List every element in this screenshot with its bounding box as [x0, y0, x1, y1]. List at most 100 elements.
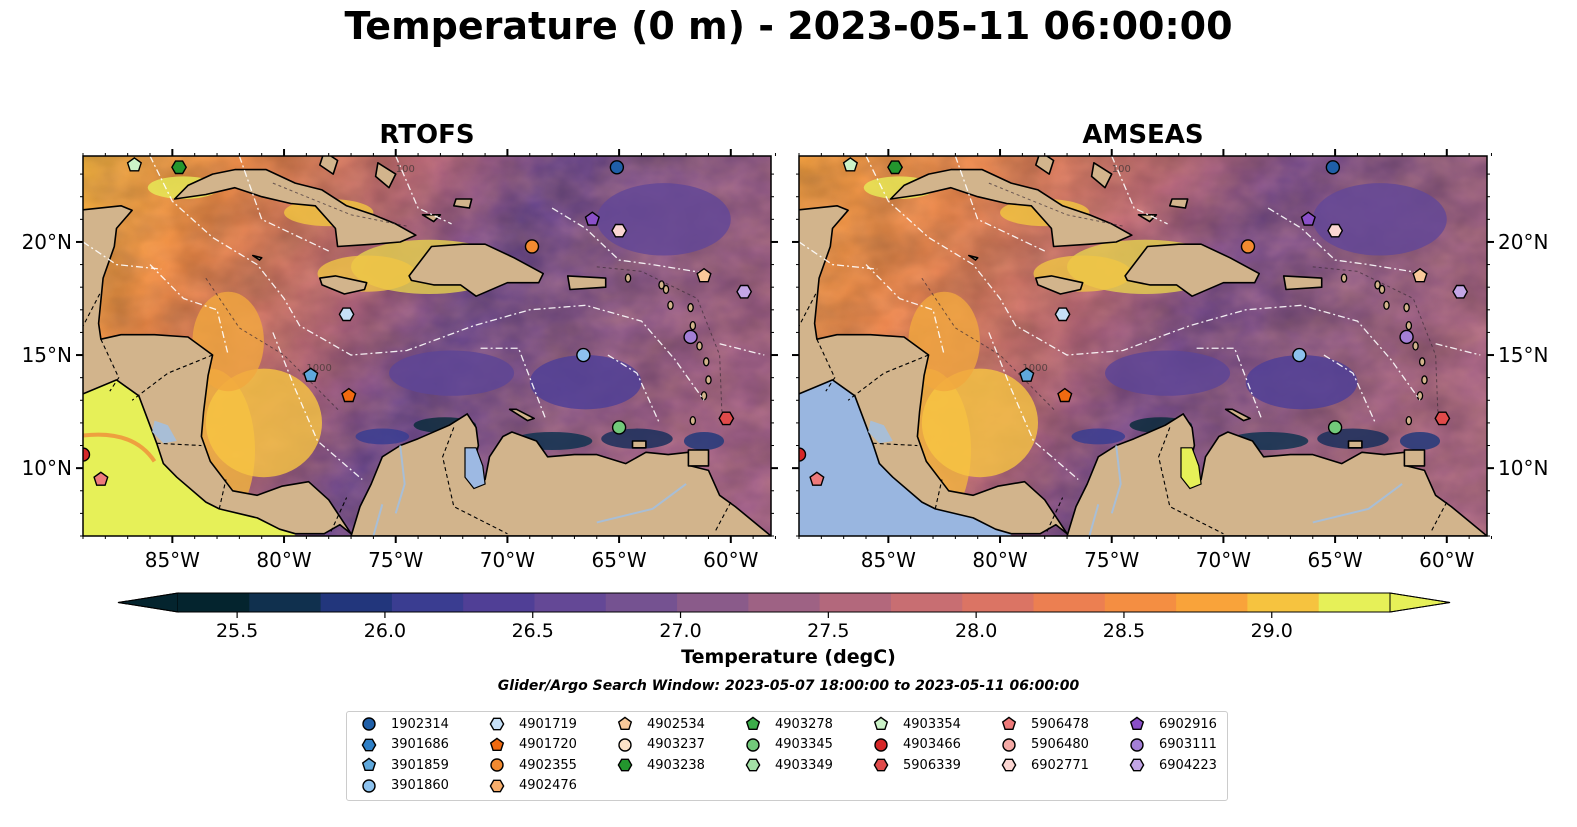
legend-item: 5906480 [999, 736, 1089, 754]
land-central [799, 205, 1068, 535]
legend-item: 3901686 [359, 736, 449, 754]
lon-tick-label: 70°W [480, 548, 535, 572]
bathymetry-contour [272, 182, 407, 227]
legend-label: 4902534 [647, 716, 705, 732]
colorbar-segment [748, 593, 821, 612]
lake-nicaragua [868, 420, 893, 444]
legend-item: 3901860 [359, 777, 449, 795]
land-margarita [631, 440, 647, 449]
colorbar-tick-label: 27.5 [807, 620, 849, 642]
eez-boundary [865, 156, 1421, 401]
marker-glyph [745, 716, 761, 730]
colorbar-segment [1104, 593, 1177, 612]
eez-boundary [238, 156, 329, 252]
eez-boundary [149, 156, 705, 401]
platform-marker [799, 447, 807, 462]
land-southam [1066, 413, 1487, 536]
legend-item: 1902314 [359, 715, 449, 733]
land-islanda [1224, 408, 1251, 422]
country-border [1046, 497, 1064, 532]
country-border [100, 338, 120, 392]
legend-label: 5906339 [903, 757, 961, 773]
contour-label: 100 [396, 164, 415, 175]
colorbar-segment [178, 593, 250, 612]
platform-marker [584, 211, 600, 226]
pacific-ocean [799, 379, 1012, 536]
platform-marker [1434, 411, 1451, 426]
circle-marker-icon [362, 717, 376, 731]
island [1421, 375, 1428, 385]
lon-tick-label: 85°W [861, 548, 916, 572]
lat-tick-label: 10°N [1498, 456, 1548, 480]
island [696, 341, 703, 351]
island [1405, 320, 1413, 331]
land-margarita [1347, 440, 1363, 449]
eez-boundary [799, 241, 878, 270]
colorbar-segment [463, 593, 536, 612]
colorbar-segment [890, 593, 963, 612]
legend-item: 5906339 [871, 756, 961, 774]
island [689, 320, 697, 331]
bathymetry-contour [921, 277, 1057, 412]
eez-boundary [551, 207, 709, 275]
platform-marker [1412, 267, 1428, 283]
lake-nicaragua [152, 420, 177, 444]
marker-glyph [1002, 737, 1016, 752]
country-border [847, 354, 929, 401]
legend-label: 6902771 [1031, 757, 1089, 773]
island [1374, 280, 1381, 290]
colorbar-segment [1176, 593, 1249, 612]
colorbar-tick-label: 29.0 [1251, 620, 1293, 642]
colorbar-segment [819, 593, 892, 612]
legend-label: 1902314 [391, 716, 449, 732]
country-border [442, 427, 508, 535]
platform-marker [696, 267, 712, 283]
platform-marker [1240, 239, 1256, 254]
legend-item: 6902771 [999, 756, 1089, 774]
legend-label: 4903466 [903, 737, 961, 752]
legend-item: 4903238 [615, 756, 705, 774]
legend-item: 4901719 [487, 715, 577, 733]
platform-marker [524, 239, 540, 254]
map-panel-amseas: 1000 100 85°W 80°W 75°W 70°W 65°W 60°W 20°N 15°N 1… [792, 149, 1548, 572]
land-hispaniola [408, 243, 544, 297]
map-frame [798, 155, 1488, 537]
legend-label: 5906478 [1031, 716, 1089, 732]
pacific-ocean [83, 379, 296, 536]
country-border [816, 338, 836, 392]
land-jamaica [1035, 275, 1084, 295]
eez-boundary [607, 354, 660, 424]
platform-marker [171, 160, 188, 175]
legend-label: 4903354 [903, 716, 961, 732]
land-puertorico [1282, 275, 1323, 291]
legend-item: 4902476 [487, 777, 577, 795]
platform-marker [83, 447, 91, 462]
island [1378, 284, 1386, 295]
land-cuba [889, 168, 1133, 248]
island [1383, 300, 1390, 310]
legend-label: 4901719 [519, 716, 577, 732]
lat-tick-label: 20°N [1498, 230, 1548, 254]
lake-maracaibo [464, 447, 486, 490]
marker-glyph [489, 717, 505, 731]
legend-item: 4903354 [871, 715, 961, 733]
eez-boundary [865, 264, 945, 356]
platform-marker [1452, 284, 1469, 299]
bathymetry-contour [205, 277, 341, 412]
land-jamaica [319, 275, 368, 295]
country-border [330, 497, 348, 532]
hexagon-marker-icon [745, 758, 761, 772]
eez-boundary [149, 264, 229, 356]
pentagon-marker-icon [1129, 716, 1145, 730]
platform-marker [736, 284, 753, 299]
country-border [799, 291, 818, 328]
colorbar-segment [677, 593, 749, 612]
map-panel-rtofs: 1000 100 85°W 80°W 75°W 70°W 65°W 60°W 20°N 15°N 1… [22, 149, 778, 572]
circle-marker-icon [1130, 737, 1144, 752]
circle-marker-icon [490, 758, 504, 772]
colorbar-segment [1247, 593, 1320, 612]
land-islanda [508, 408, 535, 422]
colorbar-tick-label: 26.0 [364, 620, 406, 642]
eez-boundary [272, 332, 363, 480]
marker-glyph [1129, 758, 1145, 772]
